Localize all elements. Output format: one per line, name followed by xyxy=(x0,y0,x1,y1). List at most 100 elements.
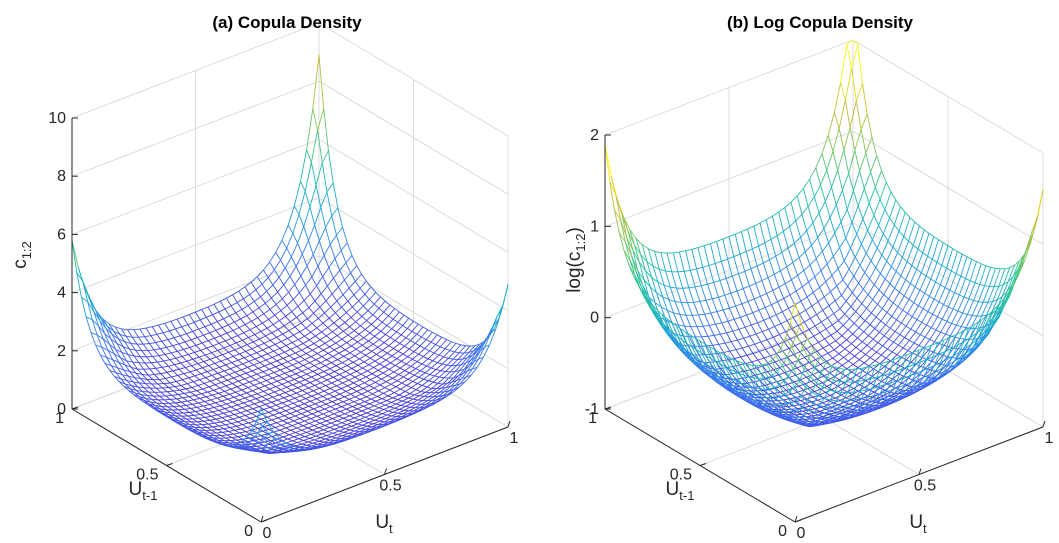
mesh-line xyxy=(382,368,390,374)
mesh-line xyxy=(284,267,291,277)
mesh-line xyxy=(790,195,798,203)
mesh-line xyxy=(162,386,169,389)
mesh-line xyxy=(363,305,369,311)
mesh-line xyxy=(394,340,400,344)
mesh-line xyxy=(484,332,492,348)
mesh-line xyxy=(817,296,825,303)
mesh-line xyxy=(218,425,225,430)
mesh-line xyxy=(376,415,381,419)
mesh-line xyxy=(364,379,371,384)
mesh-line xyxy=(291,445,299,448)
mesh-line xyxy=(787,383,793,389)
mesh-line xyxy=(235,389,242,393)
mesh-line xyxy=(320,285,328,294)
mesh-line xyxy=(851,394,858,398)
mesh-line xyxy=(997,296,1003,301)
mesh-line xyxy=(463,352,469,354)
mesh-line xyxy=(142,391,148,396)
mesh-line xyxy=(449,343,457,351)
mesh-line xyxy=(98,325,104,340)
mesh-line xyxy=(241,436,248,442)
mesh-line xyxy=(277,291,283,300)
mesh-line xyxy=(352,406,358,410)
mesh-line xyxy=(441,357,449,365)
mesh-line xyxy=(851,222,858,235)
mesh-line xyxy=(327,322,335,328)
mesh-line xyxy=(211,372,219,376)
mesh-line xyxy=(366,393,373,398)
mesh-line xyxy=(803,270,809,283)
mesh-line xyxy=(394,334,402,341)
mesh-line xyxy=(404,391,411,395)
mesh-line xyxy=(332,352,340,357)
mesh-line xyxy=(375,291,381,298)
mesh-line xyxy=(276,443,282,447)
mesh-line xyxy=(144,335,151,338)
mesh-line xyxy=(342,398,350,403)
mesh-line xyxy=(359,358,365,363)
mesh-line xyxy=(770,304,777,315)
mesh-line xyxy=(232,330,238,336)
mesh-line xyxy=(95,344,101,356)
mesh-line xyxy=(372,339,380,345)
mesh-line xyxy=(821,356,827,362)
mesh-line xyxy=(416,356,424,363)
mesh-line xyxy=(749,285,755,300)
mesh-line xyxy=(867,284,875,295)
mesh-line xyxy=(154,391,160,397)
mesh-line xyxy=(284,348,291,353)
mesh-line xyxy=(210,323,217,331)
mesh-line xyxy=(431,383,439,389)
mesh-line xyxy=(294,395,302,399)
mesh-line xyxy=(489,329,497,346)
mesh-line xyxy=(397,345,405,352)
mesh-line xyxy=(104,333,112,340)
mesh-line xyxy=(906,245,914,262)
mesh-line xyxy=(746,312,753,316)
mesh-line xyxy=(886,302,894,313)
mesh-line xyxy=(276,336,282,342)
mesh-line xyxy=(254,334,260,340)
mesh-line xyxy=(243,332,249,338)
mesh-line xyxy=(981,302,989,317)
mesh-line xyxy=(306,390,314,394)
mesh-line xyxy=(734,234,741,255)
mesh-line xyxy=(126,380,132,387)
mesh-line xyxy=(851,343,857,348)
mesh-line xyxy=(254,355,262,360)
mesh-line xyxy=(388,407,395,412)
mesh-line xyxy=(127,375,134,383)
mesh-line xyxy=(360,325,366,330)
mesh-line xyxy=(854,350,862,357)
mesh-line xyxy=(843,352,851,358)
mesh-line xyxy=(311,413,318,417)
mesh-line xyxy=(344,317,352,323)
mesh-line xyxy=(402,317,410,326)
mesh-line xyxy=(778,286,785,299)
mesh-line xyxy=(381,375,388,380)
mesh-line xyxy=(789,290,797,296)
mesh-line xyxy=(167,365,174,372)
mesh-line xyxy=(761,371,768,375)
mesh-line xyxy=(395,403,401,406)
mesh-line xyxy=(222,354,228,360)
mesh-line xyxy=(230,365,237,370)
mesh-line xyxy=(897,295,905,307)
mesh-line xyxy=(292,440,298,443)
mesh-line xyxy=(181,324,189,328)
mesh-line xyxy=(936,261,943,266)
mesh-line xyxy=(441,336,447,340)
x-axis-label: Ut xyxy=(375,512,393,536)
mesh-line xyxy=(188,352,195,355)
mesh-line xyxy=(870,382,876,387)
mesh-line xyxy=(275,304,282,311)
mesh-line xyxy=(285,389,292,394)
mesh-line xyxy=(196,405,204,408)
mesh-line xyxy=(399,367,406,371)
mesh-line xyxy=(746,353,754,356)
mesh-line xyxy=(192,356,200,360)
mesh-line xyxy=(292,214,300,234)
mesh-line xyxy=(828,232,836,244)
mesh-line xyxy=(285,316,291,323)
mesh-line xyxy=(319,385,326,389)
